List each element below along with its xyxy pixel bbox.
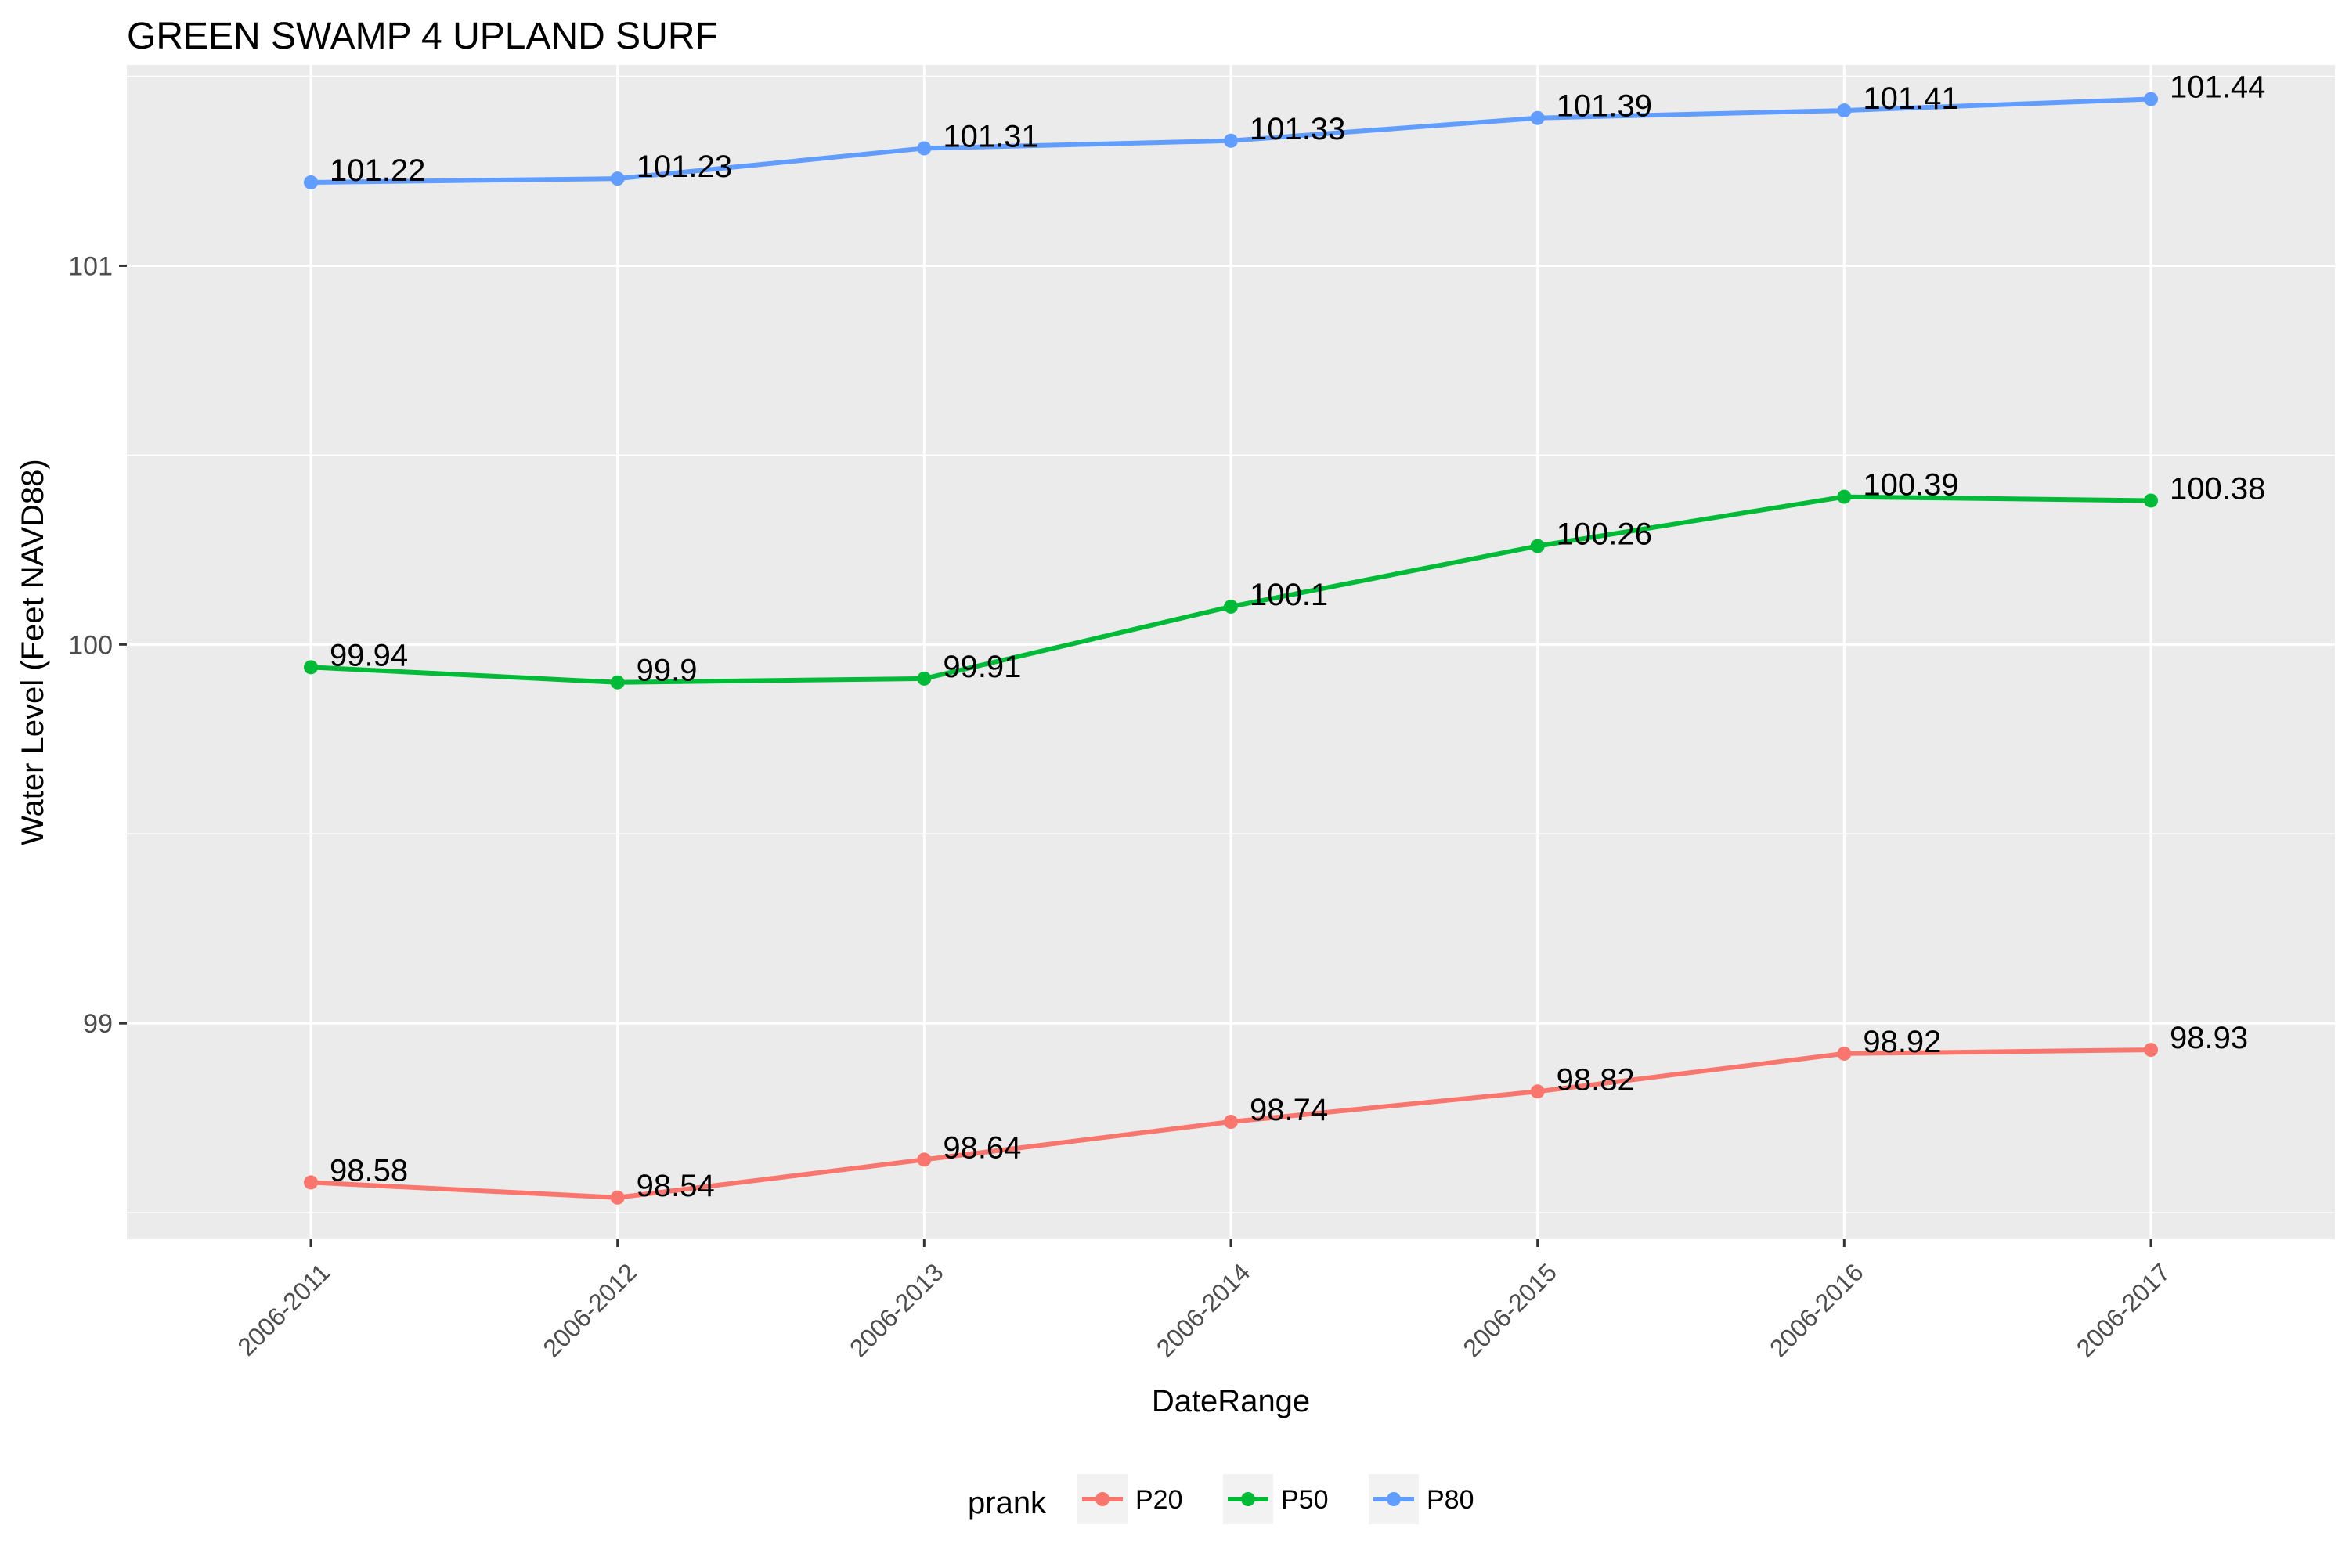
y-tick-label: 100 <box>68 630 113 660</box>
data-point <box>304 1175 318 1190</box>
x-tick-label: 2006-2012 <box>537 1258 642 1363</box>
x-tick-label: 2006-2017 <box>2071 1258 2176 1363</box>
data-point <box>1837 489 1852 504</box>
y-tick-label: 101 <box>68 251 113 281</box>
data-point <box>2144 493 2158 508</box>
series-p20: 98.58 98.54 98.64 98.74 98.82 98.92 98.93 <box>304 1021 2248 1205</box>
data-point <box>2144 92 2158 106</box>
legend: prank P20 P50 P80 <box>968 1474 1474 1524</box>
data-point <box>1224 133 1238 148</box>
data-label: 98.58 <box>330 1153 408 1188</box>
data-point <box>304 660 318 675</box>
data-point <box>1224 1115 1238 1129</box>
x-axis-title: DateRange <box>1152 1384 1310 1418</box>
x-tick-label: 2006-2016 <box>1764 1258 1869 1363</box>
data-label: 98.54 <box>637 1169 715 1203</box>
data-label: 100.38 <box>2170 471 2265 506</box>
data-point <box>2144 1043 2158 1058</box>
data-label: 98.74 <box>1250 1093 1328 1127</box>
data-point <box>610 1190 625 1205</box>
data-label: 99.91 <box>943 650 1021 684</box>
data-point <box>1224 599 1238 614</box>
legend-key-point <box>1387 1492 1401 1506</box>
y-tick-label: 99 <box>83 1009 113 1039</box>
data-point <box>1530 110 1545 125</box>
x-axis: 2006-2011 2006-2012 2006-2013 2006-2014 2006… <box>232 1239 2175 1363</box>
data-label: 101.41 <box>1863 81 1958 116</box>
y-axis: 99 100 101 <box>68 251 127 1039</box>
legend-item-p50: P50 <box>1223 1474 1329 1524</box>
data-label: 101.33 <box>1250 112 1345 146</box>
data-point <box>1837 1046 1852 1061</box>
legend-label: P80 <box>1427 1485 1474 1515</box>
x-tick-label: 2006-2011 <box>232 1258 335 1361</box>
legend-item-p20: P20 <box>1077 1474 1183 1524</box>
series-p80: 101.22 101.23 101.31 101.33 101.39 101.41 101.… <box>304 70 2265 189</box>
data-label: 101.22 <box>330 153 425 188</box>
chart-title: GREEN SWAMP 4 UPLAND SURF <box>127 16 718 57</box>
data-label: 101.31 <box>943 119 1038 153</box>
data-point <box>1530 1084 1545 1099</box>
legend-title: prank <box>968 1486 1047 1520</box>
legend-key-point <box>1241 1492 1255 1506</box>
data-point <box>1837 103 1852 118</box>
data-label: 98.93 <box>2170 1021 2248 1055</box>
data-label: 99.94 <box>330 638 408 672</box>
x-tick-label: 2006-2013 <box>844 1258 949 1363</box>
data-label: 101.23 <box>637 150 732 184</box>
data-label: 100.1 <box>1250 578 1328 612</box>
grid-lines <box>127 65 2335 1239</box>
data-point <box>1530 539 1545 553</box>
data-label: 98.82 <box>1557 1062 1635 1097</box>
legend-key-point <box>1095 1492 1110 1506</box>
y-axis-title: Water Level (Feet NAVD88) <box>16 459 50 845</box>
data-label: 100.26 <box>1557 517 1652 552</box>
data-label: 98.64 <box>943 1130 1021 1165</box>
data-label: 101.39 <box>1557 89 1652 124</box>
data-point <box>917 141 932 156</box>
series-p50: 99.94 99.9 99.91 100.1 100.26 100.39 100.38 <box>304 468 2265 690</box>
x-tick-label: 2006-2015 <box>1457 1258 1562 1363</box>
series-layer: 98.58 98.54 98.64 98.74 98.82 98.92 98.93 99.94… <box>304 70 2265 1205</box>
data-label: 100.39 <box>1863 468 1958 503</box>
data-point <box>610 675 625 690</box>
data-point <box>610 171 625 186</box>
legend-label: P50 <box>1281 1485 1329 1515</box>
data-point <box>917 671 932 686</box>
data-label: 101.44 <box>2170 70 2265 105</box>
data-label: 98.92 <box>1863 1025 1941 1059</box>
data-label: 99.9 <box>637 654 698 688</box>
data-point <box>304 175 318 189</box>
data-point <box>917 1152 932 1167</box>
legend-label: P20 <box>1135 1485 1183 1515</box>
legend-item-p80: P80 <box>1369 1474 1474 1524</box>
x-tick-label: 2006-2014 <box>1151 1258 1256 1363</box>
